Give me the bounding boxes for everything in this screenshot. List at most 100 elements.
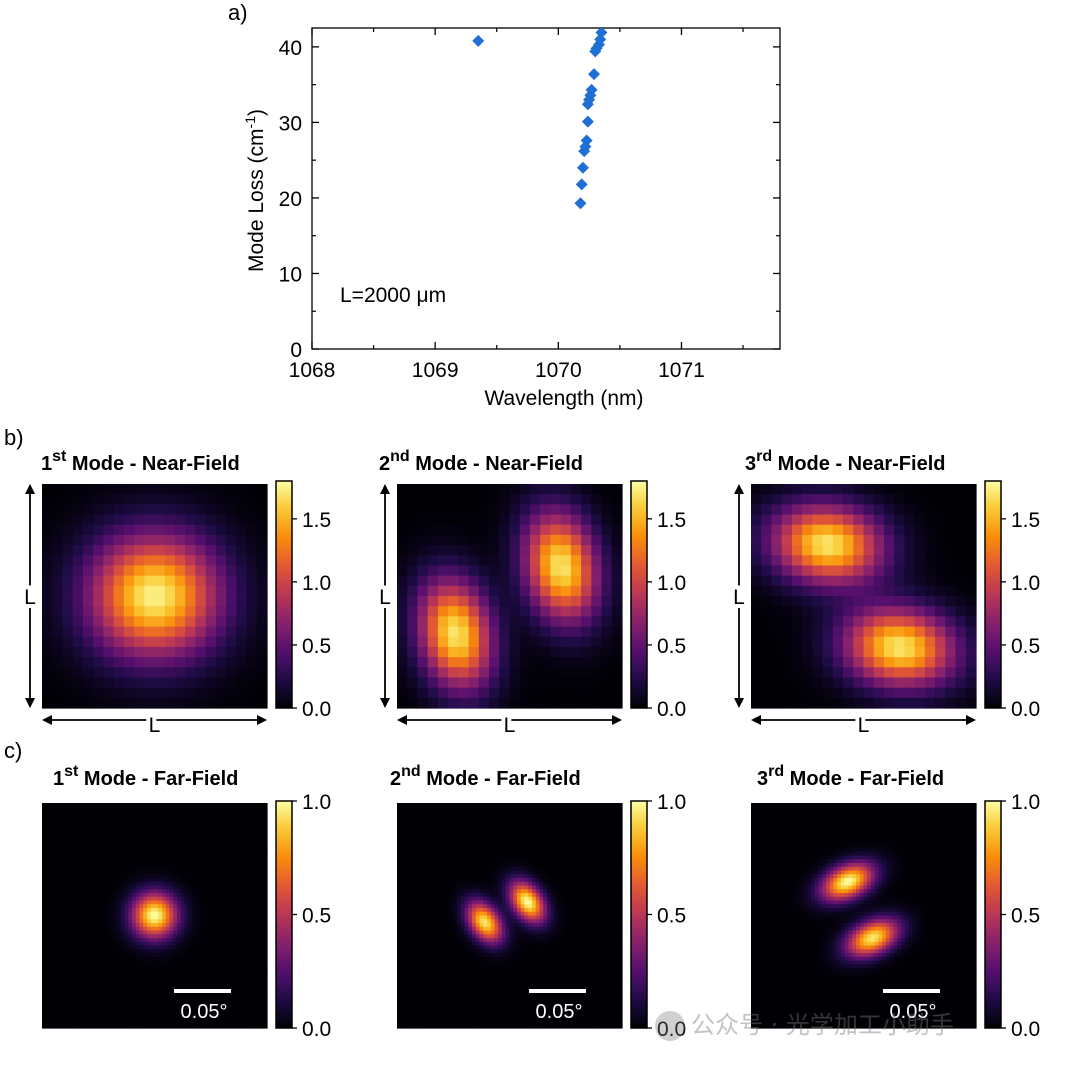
heatmap-cell xyxy=(93,585,104,597)
heatmap-cell xyxy=(124,938,129,943)
heatmap-cell xyxy=(883,534,895,546)
heatmap-cell xyxy=(199,949,204,954)
heatmap-cell xyxy=(237,851,242,857)
heatmap-cell xyxy=(64,938,69,943)
heatmap-cell xyxy=(207,941,212,947)
heatmap-cell xyxy=(802,596,813,607)
heatmap-cell xyxy=(843,697,854,709)
heatmap-cell xyxy=(233,938,238,943)
heatmap-cell xyxy=(42,626,53,638)
heatmap-cell xyxy=(225,953,231,958)
heatmap-cell xyxy=(128,919,133,924)
heatmap-cell xyxy=(240,836,246,842)
heatmap-cell xyxy=(237,844,242,849)
heatmap-cell xyxy=(184,975,189,980)
heatmap-cell xyxy=(102,949,107,954)
heatmap-cell xyxy=(98,1009,103,1014)
heatmap-cell xyxy=(75,851,81,857)
heatmap-cell xyxy=(195,836,201,842)
heatmap-cell xyxy=(60,885,66,890)
heatmap-cell xyxy=(113,1013,118,1018)
heatmap-cell xyxy=(53,810,58,815)
heatmap-cell xyxy=(57,949,62,954)
heatmap-cell xyxy=(64,994,69,999)
heatmap-cell xyxy=(214,833,219,838)
heatmap-cell xyxy=(150,930,156,935)
heatmap-cell xyxy=(98,930,103,935)
heatmap-cell xyxy=(147,803,152,808)
heatmap-cell xyxy=(147,1024,152,1029)
heatmap-cell xyxy=(448,514,459,526)
heatmap-cell xyxy=(188,866,193,872)
heatmap-cell xyxy=(72,1005,77,1010)
heatmap-cell xyxy=(94,825,99,830)
heatmap-cell xyxy=(210,889,216,894)
heatmap-cell xyxy=(103,585,115,597)
heatmap-cell xyxy=(225,836,231,842)
heatmap-cell xyxy=(225,960,231,965)
heatmap-cell xyxy=(174,484,186,495)
heatmap-cell xyxy=(581,494,592,505)
heatmap-cell xyxy=(42,1009,47,1014)
heatmap-cell xyxy=(195,534,207,546)
heatmap-cell xyxy=(117,911,122,917)
heatmap-cell xyxy=(123,575,135,587)
heatmap-cell xyxy=(791,616,803,628)
heatmap-cell xyxy=(132,848,137,853)
heatmap-cell xyxy=(240,803,246,808)
heatmap-cell xyxy=(965,545,977,556)
heatmap-cell xyxy=(894,667,906,679)
heatmap-cell xyxy=(222,821,227,827)
heatmap-cell xyxy=(173,836,178,842)
heatmap-cell xyxy=(529,585,541,597)
heatmap-cell xyxy=(218,945,223,950)
heatmap-cell xyxy=(113,810,118,815)
heatmap-cell xyxy=(184,866,189,872)
heatmap-cell xyxy=(62,484,74,495)
heatmap-cell xyxy=(124,990,129,995)
heatmap-cell xyxy=(177,810,182,815)
heatmap-cell xyxy=(489,545,500,556)
heatmap-cell xyxy=(68,833,73,838)
heatmap-cell xyxy=(214,926,219,932)
heatmap-cell xyxy=(225,829,231,834)
heatmap-cell xyxy=(185,697,197,709)
heatmap-cell xyxy=(139,863,144,868)
heatmap-cell xyxy=(199,1005,204,1010)
heatmap-cell xyxy=(72,953,77,958)
heatmap-cell xyxy=(87,810,92,815)
heatmap-cell xyxy=(98,934,103,939)
heatmap-cell xyxy=(72,956,77,962)
heatmap-cell xyxy=(87,803,92,808)
data-point xyxy=(575,178,588,191)
heatmap-cell xyxy=(79,971,84,977)
heatmap-cell xyxy=(244,818,249,823)
heatmap-cell xyxy=(49,994,54,999)
heatmap-cell xyxy=(105,814,111,819)
heatmap-cell xyxy=(237,983,242,988)
heatmap-cell xyxy=(117,859,122,864)
heatmap-cell xyxy=(90,915,96,920)
heatmap-cell xyxy=(83,945,88,950)
heatmap-cell xyxy=(45,866,51,872)
heatmap-cell xyxy=(215,616,227,628)
heatmap-cell xyxy=(117,848,122,853)
heatmap-cell xyxy=(225,956,231,962)
title-sup: st xyxy=(64,763,79,780)
heatmap-cell xyxy=(147,829,152,834)
heatmap-cell xyxy=(109,818,114,823)
heatmap-cell xyxy=(843,616,854,628)
heatmap-cell xyxy=(150,975,156,980)
heatmap-cell xyxy=(162,851,167,857)
heatmap-cell xyxy=(64,874,69,879)
heatmap-cell xyxy=(853,504,865,516)
heatmap-cell xyxy=(87,1013,92,1018)
heatmap-cell xyxy=(468,667,480,679)
heatmap-cell xyxy=(195,504,207,516)
heatmap-cell xyxy=(529,687,541,699)
heatmap-cell xyxy=(222,915,227,920)
heatmap-cell xyxy=(233,829,238,834)
heatmap-cell xyxy=(226,585,237,597)
heatmap-cell xyxy=(57,818,62,823)
heatmap-cell xyxy=(72,1009,77,1014)
